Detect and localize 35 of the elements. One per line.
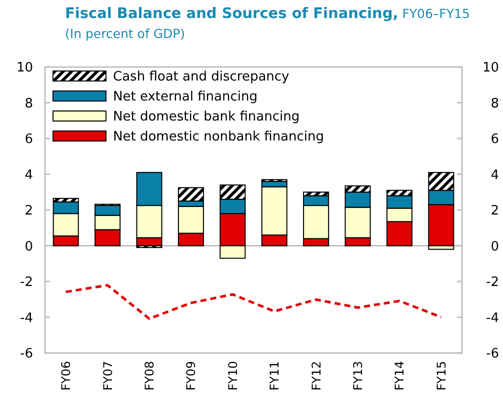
y2-tick-label: 8 — [490, 96, 499, 112]
y-tick-label: 10 — [16, 60, 33, 76]
y-tick-label: 0 — [24, 239, 33, 254]
y-tick-label: 6 — [24, 132, 33, 148]
y2-tick-label: 0 — [490, 239, 499, 254]
legend-label: Net external financing — [113, 90, 258, 105]
y2-tick-label: -6 — [486, 346, 499, 362]
x-tick-label: FY10 — [226, 361, 240, 391]
y-tick-label: -2 — [20, 275, 33, 290]
x-tick-label: FY08 — [142, 361, 156, 391]
y2-tick-label: -4 — [486, 310, 499, 326]
x-tick-label: FY07 — [100, 361, 115, 391]
x-tick-label: FY14 — [392, 361, 407, 391]
y-tick-label: -4 — [20, 310, 33, 326]
x-tick-label: FY11 — [268, 361, 282, 391]
x-tick-label: FY12 — [309, 361, 324, 391]
line-series — [64, 284, 442, 320]
x-tick-label: FY09 — [184, 361, 198, 391]
y2-tick-label: 6 — [490, 132, 499, 148]
chart-title: Fiscal Balance and Sources of Financing, FY06–FY15 — [65, 6, 470, 22]
legend-label: Cash float and discrepancy — [113, 70, 290, 85]
y-tick-label: 4 — [24, 168, 33, 183]
x-tick-label: FY15 — [434, 361, 448, 391]
x-tick-label: FY06 — [59, 361, 74, 391]
legend-label: Net domestic nonbank financing — [113, 130, 324, 145]
chart-subtitle: (In percent of GDP) — [65, 26, 186, 41]
y-tick-label: -6 — [20, 346, 33, 362]
x-tick-label: FY13 — [350, 361, 365, 391]
y-tick-label: 2 — [24, 204, 33, 219]
y-tick-label: 8 — [24, 96, 33, 112]
y2-tick-label: 2 — [490, 204, 499, 219]
y2-tick-label: -2 — [486, 275, 499, 290]
y2-tick-label: 4 — [490, 168, 499, 183]
legend-label: Net domestic bank financing — [113, 110, 300, 125]
y2-tick-label: 10 — [482, 60, 499, 76]
